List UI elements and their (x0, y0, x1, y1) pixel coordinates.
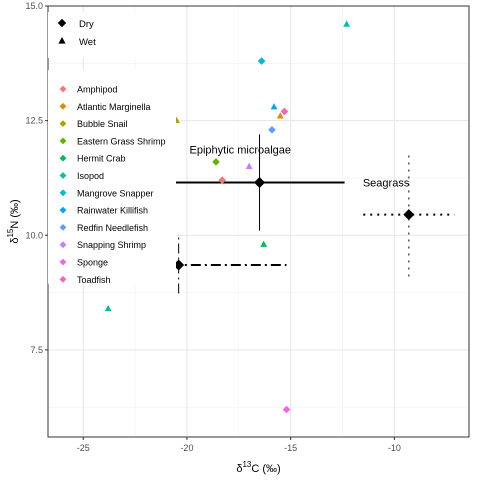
point-rainwater-killifish (270, 103, 278, 110)
species-legend-key (59, 85, 67, 93)
x-axis-title-superscript: 13 (242, 460, 251, 469)
species-legend-label: Redfin Needlefish (77, 223, 148, 233)
point-sponge (282, 405, 291, 414)
triangle-legend-key (58, 37, 66, 44)
species-legend-key (59, 172, 67, 179)
point-isopod (343, 20, 351, 27)
x-axis-title-symbol: δ (236, 463, 242, 475)
y-axis-title-symbol: δ (9, 238, 21, 244)
species-legend-label: Sponge (77, 258, 108, 268)
species-legend-key (59, 102, 67, 110)
source-mean-marker (403, 209, 415, 221)
species-legend-label: Toadfish (77, 275, 111, 285)
source-mean-marker (254, 177, 266, 189)
x-tick-label: -10 (388, 443, 401, 453)
species-legend-label: Snapping Shrimp (77, 240, 146, 250)
species-legend-key (59, 189, 67, 197)
x-tick-label: -20 (180, 443, 193, 453)
species-legend-label: Isopod (77, 171, 104, 181)
x-tick-label: -25 (77, 443, 90, 453)
y-axis-title-superscript: 15 (6, 228, 15, 237)
species-legend-label: Hermit Crab (77, 154, 126, 164)
species-legend-label: Bubble Snail (77, 119, 128, 129)
point-snapping-shrimp (245, 162, 253, 169)
source-label: Epiphytic microalgae (190, 145, 291, 157)
data-points (104, 20, 351, 414)
species-legend-label: Mangrove Snapper (77, 188, 154, 198)
source-error-bars: Epiphytic microalgae Seagrass (70, 134, 455, 294)
species-legend-key (59, 206, 67, 214)
y-axis-title: δ15N (‰) (6, 199, 21, 243)
season-legend-label: Wet (79, 37, 96, 48)
point-mangrove-snapper (257, 57, 266, 65)
point-eastern-grass-shrimp (212, 158, 220, 166)
species-legend-label: Eastern Grass Shrimp (77, 136, 166, 146)
species-legend-label: Amphipod (77, 85, 118, 95)
species-legend-label: Rainwater Killifish (77, 206, 148, 216)
season-legend-background (48, 12, 176, 58)
species-legend-key (59, 120, 67, 127)
species-legend-key (59, 275, 67, 283)
species-legend-background (48, 70, 176, 284)
season-legend-label: Dry (79, 19, 94, 30)
species-legend-key (59, 154, 67, 162)
x-axis-title: δ13C (‰) (236, 460, 280, 475)
y-tick-label: 15.0 (25, 1, 43, 11)
species-legend-key (59, 258, 67, 266)
species-legend-key (59, 224, 67, 231)
diamond-legend-key (57, 18, 67, 28)
species-legend-key (59, 137, 67, 145)
y-tick-label: 12.5 (25, 116, 43, 126)
x-tick-label: -15 (284, 443, 297, 453)
species-legend-label: Atlantic Marginella (77, 102, 151, 112)
point-redfin-needlefish (268, 125, 276, 134)
source-label: Seagrass (363, 178, 410, 190)
legend: Dry Wet Amphipod Atlantic Marginella Bubble … (48, 12, 176, 285)
species-legend-key (59, 241, 67, 249)
point-amphipod (218, 176, 227, 185)
y-axis-title-unit: N (‰) (9, 199, 21, 228)
x-axis-title-unit: C (‰) (251, 463, 280, 475)
point-toadfish (280, 107, 289, 116)
point-atlantic-marginella (276, 112, 284, 119)
point-hermit-crab (260, 240, 268, 247)
y-tick-label: 10.0 (25, 230, 43, 240)
point-isopod (104, 304, 112, 312)
y-tick-label: 7.5 (30, 345, 43, 355)
